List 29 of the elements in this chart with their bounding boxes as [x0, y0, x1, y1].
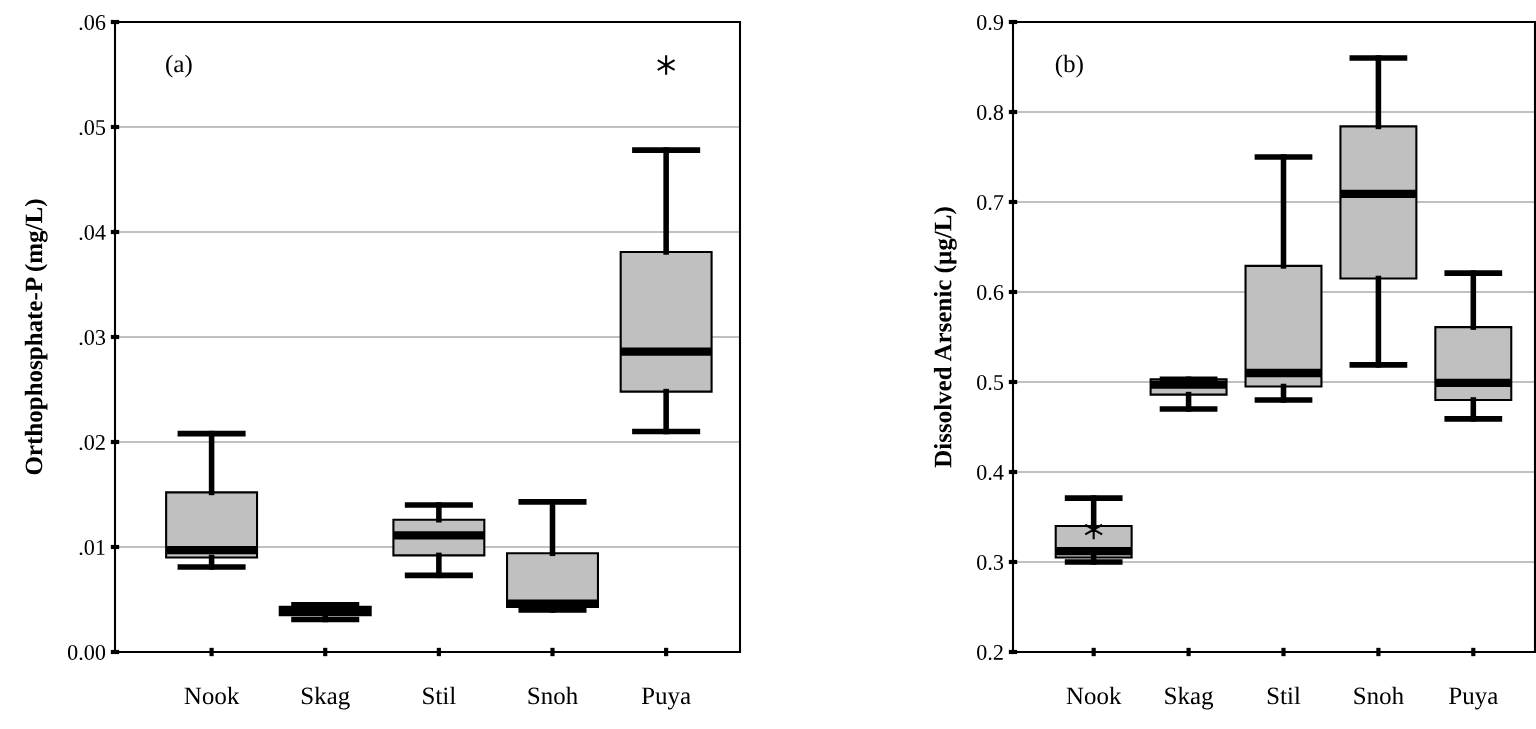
- y-tick-label: 0.6: [977, 284, 1004, 301]
- x-tick-label: Puya: [641, 687, 691, 710]
- y-tick-label: 0.8: [977, 104, 1004, 121]
- y-tick-label: .02: [79, 434, 105, 451]
- y-tick-label: .01: [79, 539, 105, 556]
- y-tick-label: 0.3: [977, 554, 1004, 571]
- y-tick-label: 0.5: [977, 374, 1004, 391]
- y-tick-label: .06: [79, 14, 106, 31]
- x-tick-label: Nook: [1066, 686, 1122, 705]
- x-tick-label: Stil: [1267, 686, 1301, 705]
- x-tick-label: Nook: [184, 686, 240, 705]
- x-tick-label: Stil: [423, 686, 456, 705]
- y-tick-label: 0.4: [977, 464, 1004, 481]
- x-tick-label: Skag: [1165, 686, 1214, 710]
- y-tick-label: 0.7: [977, 194, 1004, 211]
- y-tick-label: 0.2: [977, 644, 1003, 661]
- y-axis-title: Orthophosphate-P (mg/L): [24, 199, 48, 475]
- y-tick-label: 0.9: [977, 14, 1004, 31]
- y-tick-label: .03: [79, 329, 106, 346]
- x-tick-label: Puya: [1449, 687, 1498, 710]
- x-tick-label: Snoh: [528, 686, 578, 705]
- x-tick-label: Skag: [301, 686, 350, 710]
- y-tick-label: .04: [79, 224, 106, 241]
- y-tick-label: 0.00: [67, 644, 106, 661]
- y-tick-label: .05: [79, 119, 106, 136]
- annotation: (b): [1055, 54, 1083, 78]
- x-tick-label: Snoh: [1354, 686, 1404, 705]
- y-axis-title: Dissolved Arsenic (µg/L): [933, 207, 957, 468]
- annotation: (a): [166, 54, 192, 78]
